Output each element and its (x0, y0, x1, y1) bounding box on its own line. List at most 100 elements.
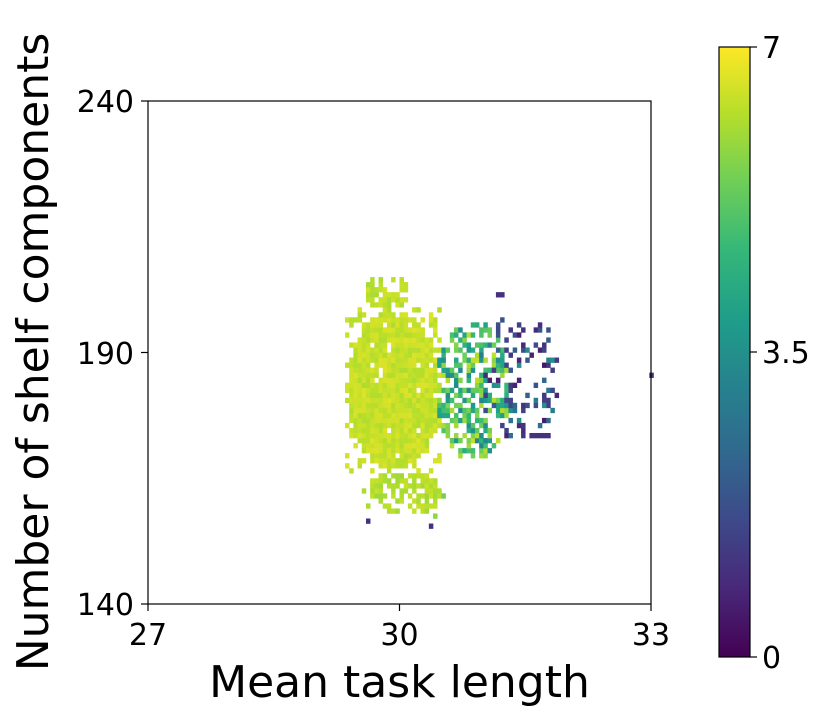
heatmap-cell (399, 367, 404, 373)
heatmap-cell (445, 412, 451, 419)
heatmap-cell (374, 292, 379, 298)
heatmap-cell (420, 387, 425, 394)
heatmap-cell (508, 327, 513, 333)
heatmap-cell (399, 372, 404, 378)
heatmap-cell (365, 443, 371, 449)
heatmap-cell (403, 317, 409, 323)
heatmap-cell (361, 362, 367, 368)
heatmap-cell (428, 387, 434, 394)
heatmap-cell (495, 367, 501, 373)
heatmap-cell (403, 387, 409, 394)
y-tick-label: 190 (77, 337, 134, 372)
heatmap-cell (365, 287, 371, 293)
heatmap-cell (424, 438, 430, 444)
heatmap-cell (537, 327, 543, 333)
heatmap-cell (479, 392, 484, 399)
heatmap-cell (365, 337, 371, 343)
heatmap-cell (495, 362, 501, 368)
heatmap-cell (391, 463, 396, 469)
heatmap-cell (361, 443, 367, 449)
heatmap-cell (412, 357, 417, 363)
y-ticks (141, 100, 148, 605)
heatmap-cell (407, 387, 413, 394)
heatmap-cell (378, 387, 384, 394)
heatmap-cell (361, 397, 367, 404)
heatmap-cell (453, 432, 459, 439)
heatmap-cell (407, 407, 413, 414)
heatmap-cell (395, 342, 400, 348)
heatmap-cell (378, 473, 384, 479)
heatmap-cell (437, 357, 442, 363)
heatmap-cell (374, 448, 379, 454)
heatmap-cell (395, 387, 400, 394)
heatmap-cell (424, 483, 430, 489)
heatmap-cell (407, 417, 413, 424)
heatmap-cell (412, 498, 417, 504)
heatmap-cell (382, 463, 388, 469)
heatmap-cell (361, 377, 367, 383)
heatmap-cell (382, 397, 388, 404)
heatmap-cell (361, 392, 367, 399)
heatmap-cell (500, 412, 505, 419)
heatmap-cell (378, 347, 384, 353)
heatmap-cell (374, 397, 379, 404)
heatmap-cell (395, 302, 400, 308)
heatmap-cell (412, 352, 417, 358)
heatmap-cell (374, 287, 379, 293)
heatmap-cell (365, 352, 371, 358)
heatmap-cell (504, 382, 509, 389)
heatmap-cell (412, 392, 417, 399)
heatmap-cell (378, 448, 384, 454)
heatmap-cell (403, 287, 409, 293)
heatmap-cell (353, 397, 358, 404)
heatmap-cell (437, 458, 442, 464)
heatmap-cell (391, 427, 396, 434)
heatmap-cell (420, 317, 425, 323)
heatmap-cell (470, 357, 476, 363)
heatmap-cell (462, 342, 467, 348)
heatmap-cell (353, 412, 358, 419)
heatmap-cell (407, 382, 413, 389)
heatmap-cell (437, 412, 442, 419)
heatmap-cell (382, 327, 388, 333)
heatmap-cell (361, 427, 367, 434)
heatmap-cell (361, 312, 367, 318)
heatmap-cell (399, 443, 404, 449)
heatmap-cell (403, 422, 409, 429)
heatmap-cell (374, 432, 379, 439)
heatmap-cell (374, 402, 379, 409)
heatmap-cell (349, 432, 354, 439)
heatmap-cell (433, 322, 438, 328)
heatmap-cell (407, 347, 413, 353)
heatmap-cell (370, 483, 375, 489)
heatmap-cell (399, 478, 404, 484)
heatmap-cell (412, 327, 417, 333)
heatmap-cell (416, 422, 421, 429)
heatmap-cell (386, 317, 392, 323)
heatmap-cell (420, 503, 425, 509)
heatmap-cell (428, 493, 434, 499)
heatmap-cell (386, 362, 392, 368)
heatmap-cell (546, 432, 551, 439)
heatmap-cell (361, 372, 367, 378)
heatmap-cell (378, 377, 384, 383)
heatmap-cell (441, 362, 446, 368)
heatmap-cell (474, 438, 480, 444)
heatmap-cell (374, 483, 379, 489)
heatmap-cell (374, 478, 379, 484)
heatmap-cell (424, 402, 430, 409)
heatmap-cell (412, 387, 417, 394)
heatmap-cell (399, 407, 404, 414)
heatmap-cell (370, 322, 375, 328)
heatmap-cell (395, 397, 400, 404)
heatmap-cell (537, 422, 543, 429)
heatmap-cell (378, 463, 384, 469)
heatmap-cell (365, 417, 371, 424)
heatmap-cell (395, 347, 400, 353)
heatmap-cell (345, 463, 350, 469)
heatmap-cell (495, 337, 501, 343)
x-tick-label: 30 (380, 618, 418, 653)
heatmap-cell (437, 387, 442, 394)
heatmap-cell (483, 417, 488, 424)
heatmap-cell (433, 493, 438, 499)
